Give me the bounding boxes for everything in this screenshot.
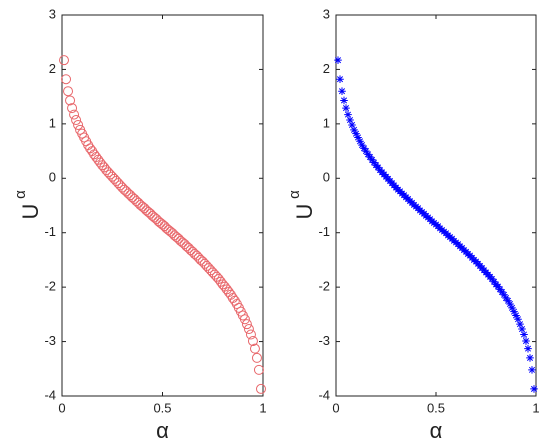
point (498, 288, 506, 296)
point (346, 116, 354, 124)
point (524, 344, 532, 353)
point (496, 285, 504, 294)
x-tick-label: 1 (532, 400, 539, 415)
x-tick-label: 0 (58, 400, 65, 415)
point (239, 314, 250, 325)
point (506, 300, 514, 308)
point (504, 296, 512, 305)
point (251, 352, 262, 363)
x-tick-label: 0.5 (427, 400, 445, 415)
point (374, 163, 382, 172)
point (508, 304, 516, 312)
point (340, 96, 348, 105)
point (522, 337, 530, 345)
point (526, 354, 534, 362)
y-tick-label: 0 (49, 170, 56, 185)
point (73, 119, 84, 130)
point (502, 294, 510, 302)
point (342, 104, 350, 112)
point (366, 153, 374, 161)
point (255, 383, 266, 394)
y-tick-label: 3 (323, 6, 330, 21)
y-axis-label: Uα (12, 190, 43, 220)
point (512, 311, 520, 320)
x-axis-label: α (430, 418, 443, 443)
point (528, 366, 536, 374)
x-axis-label: α (156, 418, 169, 443)
point (352, 129, 360, 138)
y-tick-label: 0 (323, 170, 330, 185)
y-axis-label-superscript: α (286, 190, 303, 199)
point (334, 56, 342, 64)
point (67, 103, 78, 114)
point (245, 329, 256, 340)
x-tick-label: 0 (332, 400, 339, 415)
point (510, 307, 518, 316)
y-axis-label-main: U (18, 204, 43, 220)
point (59, 55, 70, 66)
point (247, 336, 258, 347)
point (362, 147, 370, 155)
point (61, 74, 72, 85)
point (356, 137, 364, 146)
x-tick-label: 1 (259, 400, 266, 415)
y-tick-label: 1 (49, 115, 56, 130)
point (249, 343, 260, 354)
point (69, 109, 80, 120)
y-tick-label: -4 (318, 387, 330, 402)
point (358, 141, 366, 149)
point (65, 95, 76, 106)
y-tick-label: 3 (49, 6, 56, 21)
point (364, 150, 372, 159)
x-tick-label: 0.5 (153, 400, 171, 415)
point (344, 110, 352, 119)
y-tick-label: -2 (44, 279, 56, 294)
point (253, 364, 264, 375)
point (530, 385, 538, 393)
point (520, 330, 528, 339)
point (494, 282, 502, 291)
point (370, 158, 378, 167)
y-tick-label: -1 (318, 224, 330, 239)
plot-frame (61, 14, 264, 397)
y-tick-label: 1 (323, 115, 330, 130)
point (518, 325, 526, 333)
point (338, 87, 346, 95)
y-axis-label: Uα (286, 190, 317, 220)
y-tick-label: -3 (318, 333, 330, 348)
point (360, 144, 368, 153)
point (368, 155, 376, 164)
point (516, 320, 524, 328)
y-tick-label: -1 (44, 224, 56, 239)
point (71, 115, 82, 126)
point (490, 277, 498, 286)
y-tick-label: -2 (318, 279, 330, 294)
y-tick-label: -4 (44, 387, 56, 402)
point (350, 126, 358, 134)
point (500, 290, 508, 299)
plot-frame (335, 14, 537, 397)
point (63, 86, 74, 97)
y-axis-label-main: U (292, 204, 317, 220)
point (488, 275, 496, 283)
point (348, 121, 356, 129)
y-tick-label: 2 (49, 61, 56, 76)
point (336, 75, 344, 84)
point (241, 319, 252, 330)
y-axis-label-superscript: α (12, 190, 29, 199)
point (354, 133, 362, 142)
point (514, 315, 522, 324)
y-tick-label: -3 (44, 333, 56, 348)
point (243, 324, 254, 335)
y-tick-label: 2 (323, 61, 330, 76)
